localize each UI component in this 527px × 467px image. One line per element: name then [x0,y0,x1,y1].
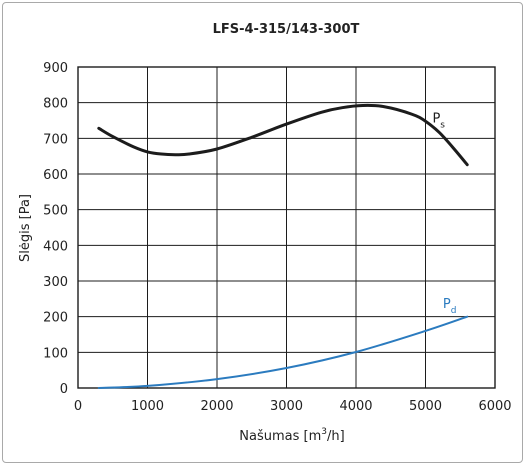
x-tick-label: 3000 [270,399,303,414]
series-label-Pd: Pd [443,297,457,316]
plot-area-border [77,66,496,389]
x-tick-label: 4000 [339,399,372,414]
series-label-Ps: Ps [432,111,445,130]
y-tick-label: 100 [43,346,68,361]
x-axis-label: Našumas [m3/h] [239,427,344,444]
x-tick-label: 2000 [200,399,233,414]
x-tick-label: 1000 [131,399,164,414]
y-axis-label: Slėgis [Pa] [18,194,33,262]
series-line-Pd [97,315,469,389]
series-lines [97,103,469,389]
x-tick-label: 0 [74,399,82,414]
x-tick-label: 5000 [409,399,442,414]
chart-frame [2,2,523,463]
y-tick-label: 600 [43,168,68,183]
y-tick-label: 900 [43,61,68,76]
y-tick-labels: 0 100 200 300 400 500 600 700 800 900 [43,61,68,397]
x-tick-label: 6000 [478,399,511,414]
y-tick-label: 300 [43,275,68,290]
series-labels: Ps Pd [432,111,456,315]
y-tick-label: 700 [43,132,68,147]
y-tick-label: 0 [60,382,68,397]
y-tick-label: 200 [43,311,68,326]
y-tick-label: 400 [43,239,68,254]
chart-title: LFS-4-315/143-300T [213,22,360,37]
series-line-Ps [97,103,469,167]
y-tick-label: 800 [43,97,68,112]
x-tick-labels: 0 1000 2000 3000 4000 5000 6000 [74,399,512,414]
y-tick-label: 500 [43,204,68,219]
